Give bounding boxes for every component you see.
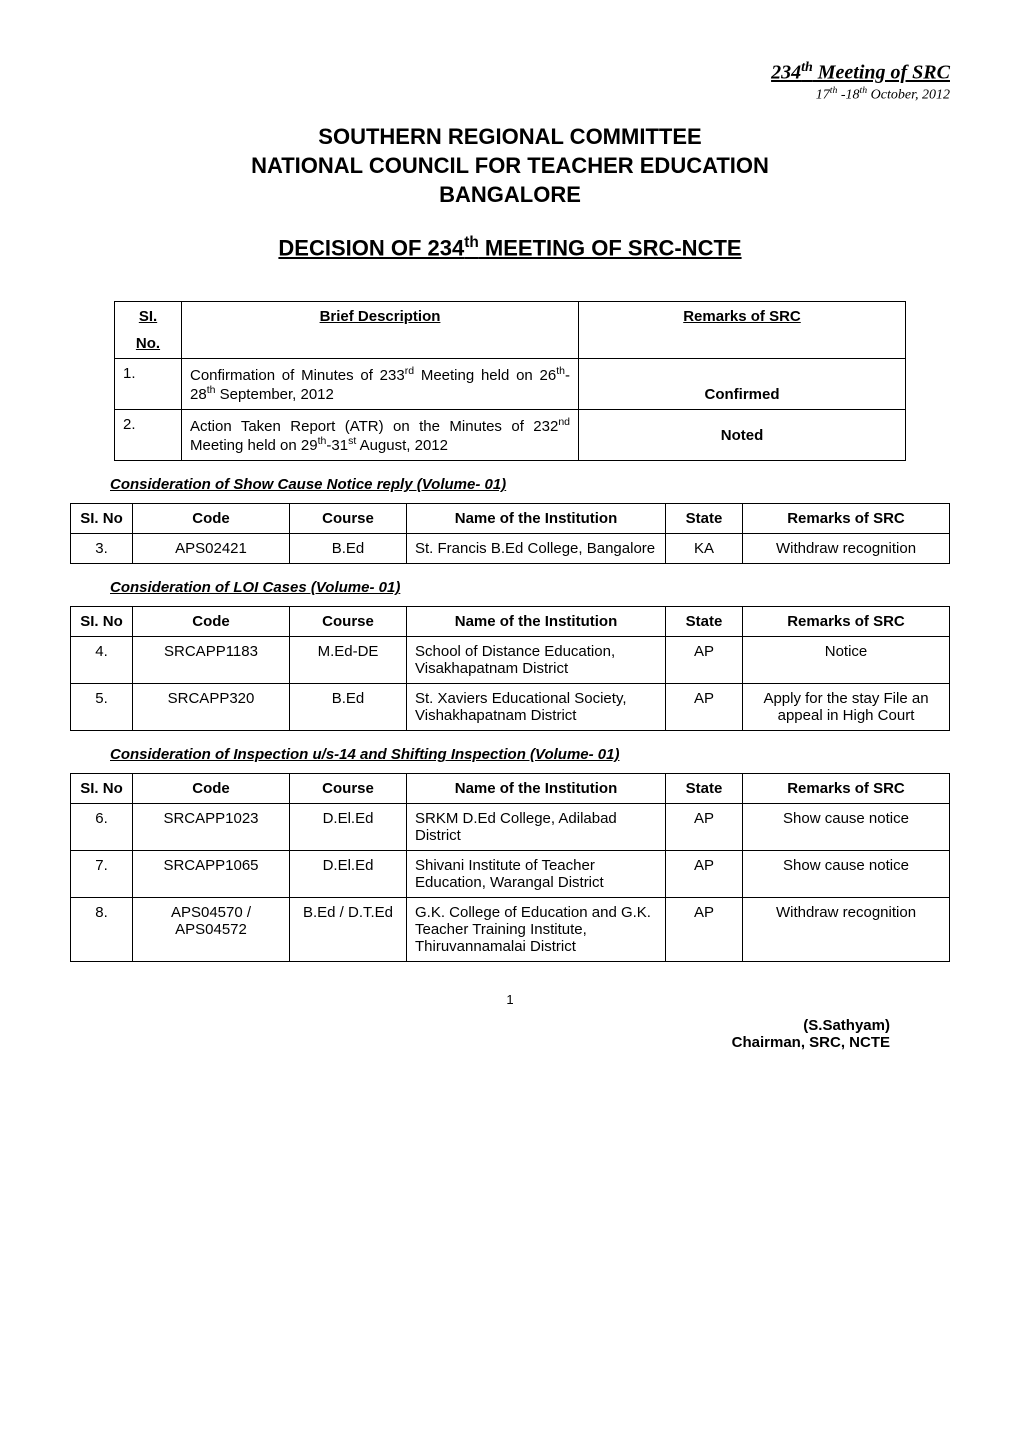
table-row: 5. SRCAPP320 B.Ed St. Xaviers Educationa…	[71, 684, 950, 731]
footer-title: Chairman, SRC, NCTE	[70, 1034, 890, 1051]
table-header-row: SI. No Code Course Name of the Instituti…	[71, 504, 950, 534]
cell-remarks: Confirmed	[579, 359, 906, 410]
th-sino-line1: SI.	[123, 308, 173, 325]
th-sino-line2: No.	[123, 335, 173, 352]
table-row: 1. Confirmation of Minutes of 233rd Meet…	[115, 359, 906, 410]
cell-remarks: Show cause notice	[743, 804, 950, 851]
cell-no: 2.	[115, 410, 182, 461]
cell-no: 8.	[71, 898, 133, 962]
table-section3: SI. No Code Course Name of the Instituti…	[70, 773, 950, 962]
th-code: Code	[133, 607, 290, 637]
decision-title: DECISION OF 234th MEETING OF SRC-NCTE	[70, 234, 950, 261]
cell-state: AP	[666, 804, 743, 851]
th-sino: SI. No	[71, 607, 133, 637]
th-sino: SI. No	[71, 774, 133, 804]
cell-no: 7.	[71, 851, 133, 898]
cell-code: SRCAPP1183	[133, 637, 290, 684]
page-number: 1	[70, 992, 950, 1007]
section1-heading: Consideration of Show Cause Notice reply…	[110, 476, 950, 493]
th-course: Course	[290, 504, 407, 534]
th-code: Code	[133, 504, 290, 534]
header-right: 234th Meeting of SRC 17th -18th October,…	[70, 60, 950, 103]
table-header-row: SI. No Code Course Name of the Instituti…	[71, 774, 950, 804]
cell-name: G.K. College of Education and G.K. Teach…	[407, 898, 666, 962]
th-remarks: Remarks of SRC	[743, 607, 950, 637]
th-state: State	[666, 774, 743, 804]
th-course: Course	[290, 607, 407, 637]
th-code: Code	[133, 774, 290, 804]
cell-code: SRCAPP1065	[133, 851, 290, 898]
cell-name: SRKM D.Ed College, Adilabad District	[407, 804, 666, 851]
cell-code: APS02421	[133, 534, 290, 564]
cell-course: D.El.Ed	[290, 851, 407, 898]
cell-name: St. Xaviers Educational Society, Vishakh…	[407, 684, 666, 731]
table-minutes: SI. No. Brief Description Remarks of SRC…	[114, 301, 906, 461]
cell-course: B.Ed	[290, 534, 407, 564]
th-remarks: Remarks of SRC	[579, 302, 906, 359]
footer-signature: (S.Sathyam) Chairman, SRC, NCTE	[70, 1017, 950, 1051]
cell-code: APS04570 / APS04572	[133, 898, 290, 962]
cell-course: D.El.Ed	[290, 804, 407, 851]
main-title-line3: BANGALORE	[70, 181, 950, 210]
cell-state: AP	[666, 851, 743, 898]
main-title-line2: NATIONAL COUNCIL FOR TEACHER EDUCATION	[70, 152, 950, 181]
th-sino: SI. No.	[115, 302, 182, 359]
table-row: 8. APS04570 / APS04572 B.Ed / D.T.Ed G.K…	[71, 898, 950, 962]
cell-course: B.Ed	[290, 684, 407, 731]
cell-remarks: Show cause notice	[743, 851, 950, 898]
table-row: 7. SRCAPP1065 D.El.Ed Shivani Institute …	[71, 851, 950, 898]
cell-state: AP	[666, 637, 743, 684]
cell-desc: Action Taken Report (ATR) on the Minutes…	[182, 410, 579, 461]
cell-no: 3.	[71, 534, 133, 564]
table-row: 4. SRCAPP1183 M.Ed-DE School of Distance…	[71, 637, 950, 684]
th-state: State	[666, 504, 743, 534]
th-state: State	[666, 607, 743, 637]
main-title-line1: SOUTHERN REGIONAL COMMITTEE	[70, 123, 950, 152]
cell-state: AP	[666, 898, 743, 962]
table-row: 3. APS02421 B.Ed St. Francis B.Ed Colleg…	[71, 534, 950, 564]
cell-remarks: Apply for the stay File an appeal in Hig…	[743, 684, 950, 731]
table-header-row: SI. No Code Course Name of the Instituti…	[71, 607, 950, 637]
cell-desc: Confirmation of Minutes of 233rd Meeting…	[182, 359, 579, 410]
th-name: Name of the Institution	[407, 504, 666, 534]
table-row: 6. SRCAPP1023 D.El.Ed SRKM D.Ed College,…	[71, 804, 950, 851]
th-remarks: Remarks of SRC	[743, 774, 950, 804]
cell-no: 5.	[71, 684, 133, 731]
cell-name: St. Francis B.Ed College, Bangalore	[407, 534, 666, 564]
cell-name: School of Distance Education, Visakhapat…	[407, 637, 666, 684]
table-section1: SI. No Code Course Name of the Instituti…	[70, 503, 950, 564]
meeting-title: 234th Meeting of SRC	[70, 60, 950, 85]
main-title: SOUTHERN REGIONAL COMMITTEE NATIONAL COU…	[70, 123, 950, 209]
cell-remarks: Withdraw recognition	[743, 534, 950, 564]
th-name: Name of the Institution	[407, 774, 666, 804]
cell-remarks: Notice	[743, 637, 950, 684]
th-course: Course	[290, 774, 407, 804]
cell-remarks: Noted	[579, 410, 906, 461]
cell-state: KA	[666, 534, 743, 564]
th-desc: Brief Description	[182, 302, 579, 359]
section2-heading: Consideration of LOI Cases (Volume- 01)	[110, 579, 950, 596]
cell-remarks: Withdraw recognition	[743, 898, 950, 962]
cell-state: AP	[666, 684, 743, 731]
section3-heading: Consideration of Inspection u/s-14 and S…	[110, 746, 950, 763]
meeting-date: 17th -18th October, 2012	[70, 85, 950, 104]
cell-course: B.Ed / D.T.Ed	[290, 898, 407, 962]
table-row: 2. Action Taken Report (ATR) on the Minu…	[115, 410, 906, 461]
th-name: Name of the Institution	[407, 607, 666, 637]
cell-code: SRCAPP1023	[133, 804, 290, 851]
cell-code: SRCAPP320	[133, 684, 290, 731]
cell-no: 6.	[71, 804, 133, 851]
cell-course: M.Ed-DE	[290, 637, 407, 684]
footer-name: (S.Sathyam)	[70, 1017, 890, 1034]
cell-no: 1.	[115, 359, 182, 410]
table-header-row: SI. No. Brief Description Remarks of SRC	[115, 302, 906, 359]
th-sino: SI. No	[71, 504, 133, 534]
cell-name: Shivani Institute of Teacher Education, …	[407, 851, 666, 898]
cell-no: 4.	[71, 637, 133, 684]
th-remarks: Remarks of SRC	[743, 504, 950, 534]
table-section2: SI. No Code Course Name of the Instituti…	[70, 606, 950, 731]
